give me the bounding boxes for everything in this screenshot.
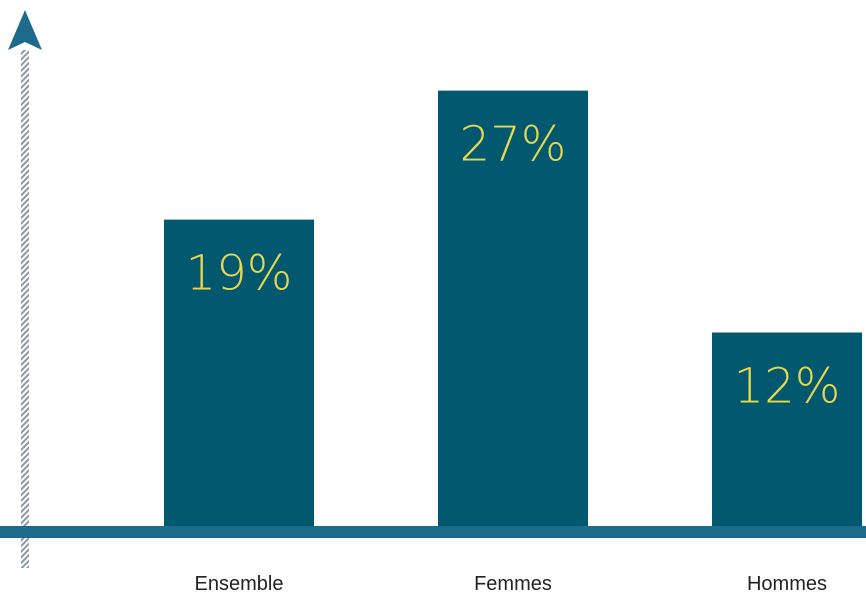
category-label-femmes: Femmes bbox=[474, 573, 552, 595]
category-label-ensemble: Ensemble bbox=[195, 573, 284, 595]
value-labels-group: 19% 27% 12% bbox=[186, 117, 841, 415]
bar-ensemble bbox=[164, 219, 314, 526]
value-label-femmes: 27% bbox=[460, 117, 567, 173]
bars-group bbox=[164, 90, 862, 526]
bar-femmes bbox=[438, 90, 588, 526]
value-label-hommes: 12% bbox=[734, 359, 841, 415]
category-label-hommes: Hommes bbox=[747, 573, 827, 595]
bar-hommes bbox=[712, 332, 862, 526]
value-label-ensemble: 19% bbox=[186, 246, 293, 302]
y-axis-line bbox=[21, 50, 29, 568]
category-labels-group: Ensemble Femmes Hommes bbox=[195, 573, 827, 595]
y-axis-arrow-icon bbox=[8, 10, 42, 50]
x-axis-line bbox=[0, 526, 866, 538]
